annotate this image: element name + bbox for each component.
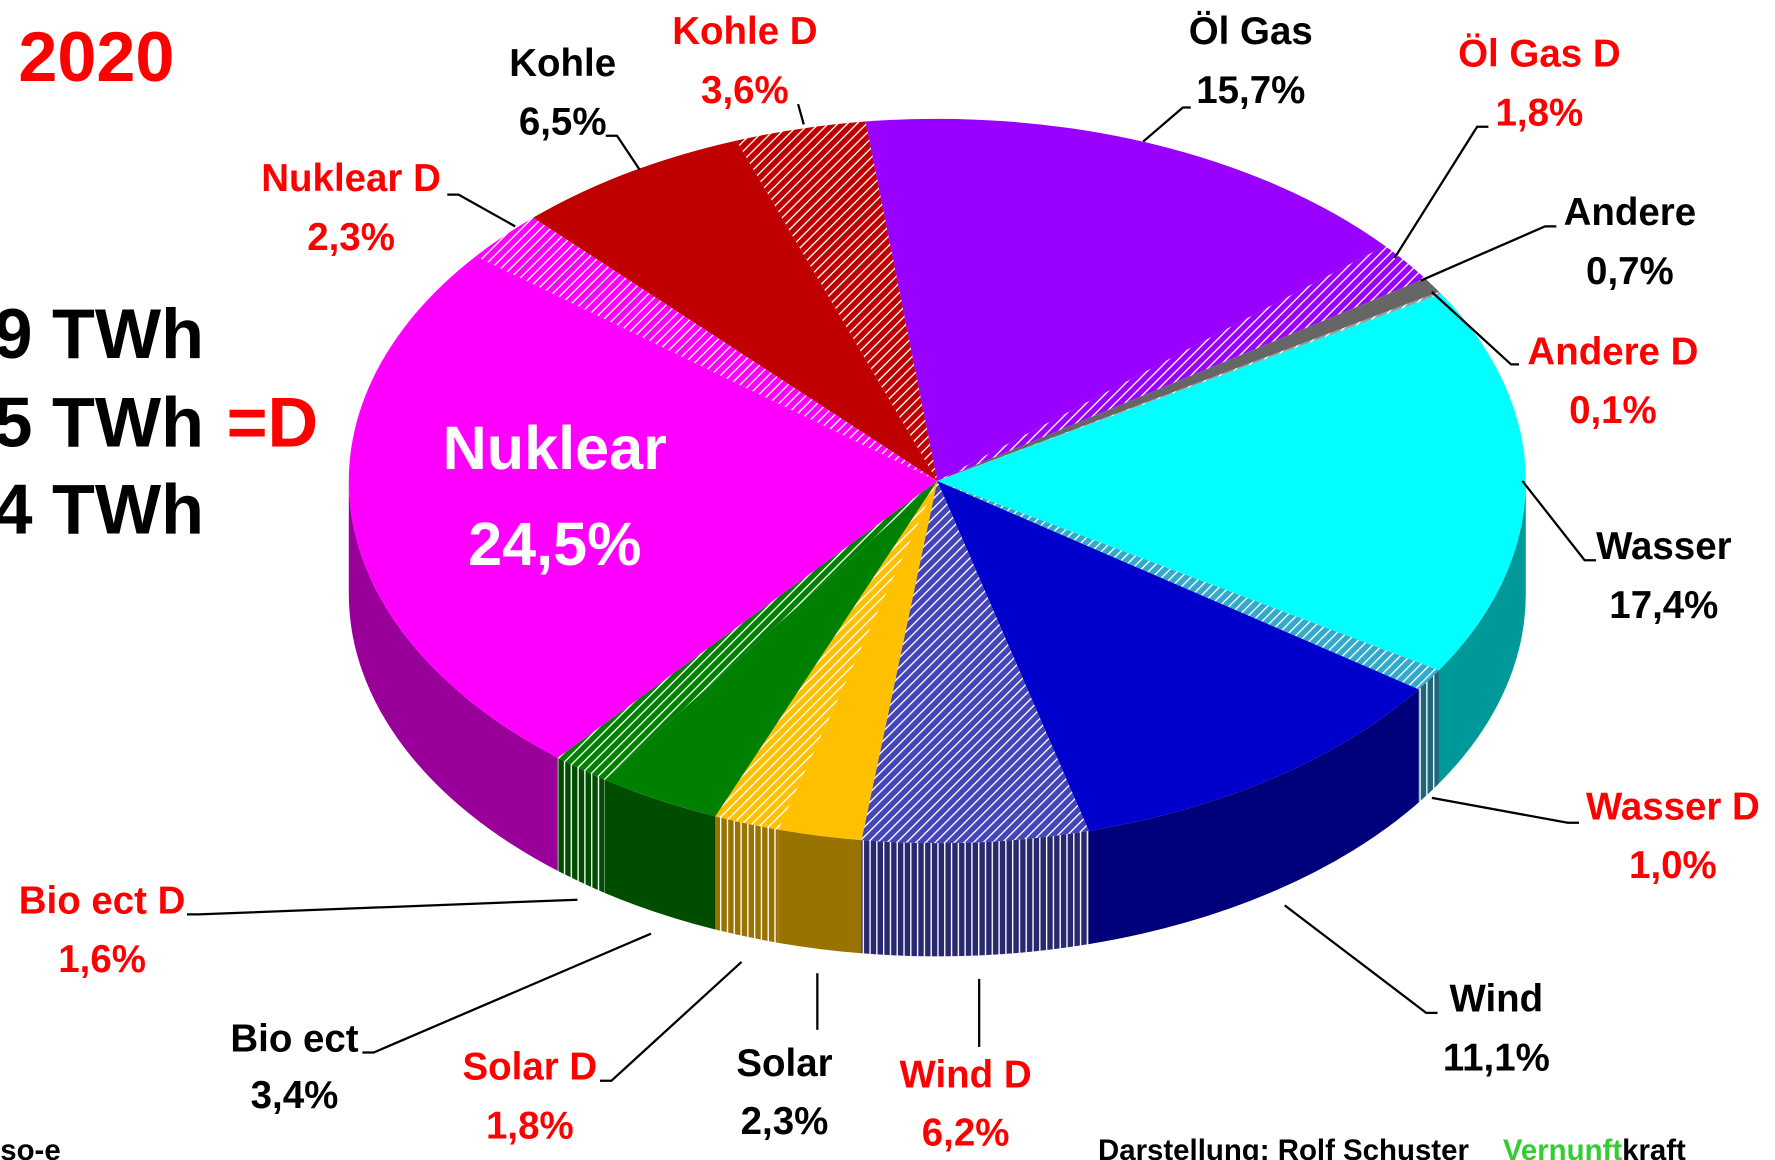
pie-slice bbox=[861, 480, 1089, 844]
brand-a: Vernunft bbox=[1503, 1134, 1622, 1160]
pie-side bbox=[557, 757, 605, 893]
slice-name: Öl Gas D bbox=[1458, 33, 1620, 76]
credit-text: Darstellung: Rolf Schuster bbox=[1098, 1134, 1469, 1160]
pie-side bbox=[1438, 480, 1526, 784]
pie-side bbox=[348, 480, 558, 871]
pie-slice bbox=[736, 121, 938, 481]
slice-name: Solar D bbox=[463, 1046, 598, 1089]
leader-line bbox=[1420, 225, 1557, 282]
slice-name: Kohle bbox=[509, 42, 616, 85]
energy-line: 9 TWh bbox=[0, 294, 204, 373]
pie-slice bbox=[348, 256, 938, 758]
slice-value: 15,7% bbox=[1196, 69, 1305, 112]
leader-line bbox=[605, 134, 641, 171]
slice-name: Bio ect bbox=[230, 1017, 358, 1060]
pie-slice bbox=[937, 278, 1440, 481]
pie-slice bbox=[475, 217, 938, 481]
pie-slice bbox=[937, 245, 1426, 481]
slice-value: 2,3% bbox=[741, 1100, 829, 1143]
pie-slice bbox=[937, 291, 1442, 481]
labels: Öl Gas 15,7% Öl Gas D 1,8% Andere 0,7% Andere … bbox=[19, 10, 1760, 1154]
slice-value: 0,1% bbox=[1569, 389, 1657, 432]
pie-slice bbox=[604, 480, 938, 817]
slice-name: Wind D bbox=[900, 1054, 1032, 1097]
energy-line: 4 TWh bbox=[0, 469, 204, 548]
pie-slice bbox=[778, 480, 938, 841]
slice-value: 24,5% bbox=[468, 510, 641, 578]
leader-line bbox=[1431, 796, 1579, 824]
source: so-e bbox=[0, 1134, 60, 1160]
pie-side bbox=[1088, 689, 1419, 945]
leader-line bbox=[362, 932, 652, 1054]
slice-name: Andere D bbox=[1527, 330, 1698, 373]
pie-side bbox=[778, 829, 862, 954]
leader-line bbox=[600, 961, 743, 1082]
slice-name: Öl Gas bbox=[1189, 10, 1313, 53]
slice-value: 1,8% bbox=[486, 1104, 574, 1147]
leader-line bbox=[1393, 125, 1489, 259]
leader-line bbox=[1521, 480, 1596, 562]
pie-slice bbox=[715, 480, 938, 830]
slice-value: 0,7% bbox=[1586, 250, 1674, 293]
pie-side bbox=[861, 830, 1089, 957]
pie-slice bbox=[557, 480, 938, 780]
slice-name: Wasser D bbox=[1586, 785, 1760, 828]
leader-line bbox=[447, 193, 516, 228]
slice-value: 3,4% bbox=[251, 1074, 339, 1117]
slice-name: Wind bbox=[1450, 978, 1544, 1021]
slice-value: 1,8% bbox=[1496, 92, 1584, 135]
brand-b: kraft bbox=[1622, 1134, 1686, 1160]
pie-side bbox=[1418, 670, 1439, 803]
pie-side bbox=[604, 779, 716, 930]
pie-slice bbox=[865, 118, 1385, 481]
pie-side bbox=[715, 816, 779, 943]
pie-slice bbox=[937, 480, 1439, 690]
leader-line bbox=[1431, 291, 1519, 366]
slice-name: Solar bbox=[736, 1042, 832, 1085]
slice-name: Nuklear D bbox=[261, 157, 441, 200]
slice-name: Kohle D bbox=[672, 10, 817, 53]
slice-value: 1,6% bbox=[58, 938, 146, 981]
credit: Darstellung: Rolf Schuster Vernunftkraft bbox=[1098, 1134, 1686, 1160]
slice-value: 1,0% bbox=[1629, 844, 1717, 887]
pie-sides bbox=[348, 480, 1526, 957]
slice-value: 6,5% bbox=[519, 101, 607, 144]
pie-tops bbox=[348, 118, 1526, 844]
year: 2020 bbox=[18, 17, 174, 96]
pie-slice bbox=[937, 480, 1419, 831]
leader-line bbox=[1284, 904, 1438, 1015]
slice-name: Bio ect D bbox=[19, 879, 186, 922]
slice-name: Wasser bbox=[1596, 525, 1731, 568]
leader-line bbox=[797, 103, 805, 125]
slice-value: 6,2% bbox=[922, 1111, 1010, 1154]
slice-value: 2,3% bbox=[307, 216, 395, 259]
slice-name: Nuklear bbox=[443, 414, 667, 482]
slice-name: Andere bbox=[1564, 191, 1697, 234]
pie-slice bbox=[533, 140, 938, 481]
leader-line bbox=[186, 898, 578, 916]
slice-value: 17,4% bbox=[1609, 584, 1718, 627]
slice-value: 11,1% bbox=[1443, 1037, 1550, 1080]
energy-line: 5 TWh bbox=[0, 382, 204, 461]
pie-slice bbox=[937, 293, 1526, 671]
energy-marker: =D bbox=[227, 382, 319, 461]
leader-line bbox=[1142, 106, 1191, 143]
slice-value: 3,6% bbox=[701, 69, 789, 112]
